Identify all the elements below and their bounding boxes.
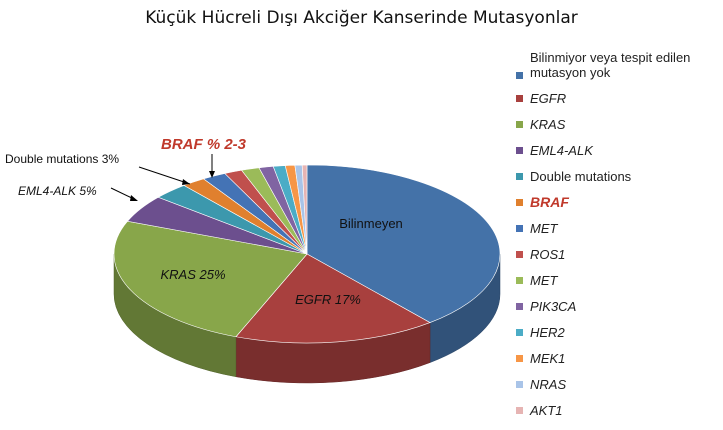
legend-item-pik3ca-9: PIK3CA (516, 299, 721, 314)
legend-label: MET (530, 221, 558, 236)
legend-item-braf-5: BRAF (516, 195, 721, 210)
callout-eml4-alk: EML4-ALK 5% (18, 184, 97, 198)
legend-swatch (516, 95, 523, 102)
legend-label: HER2 (530, 325, 565, 340)
legend-swatch (516, 173, 523, 180)
legend-item-akt1-13: AKT1 (516, 403, 721, 418)
pie-3d-sides (113, 253, 501, 384)
legend-item-egfr-1: EGFR (516, 91, 721, 106)
legend-item-kras-2: KRAS (516, 117, 721, 132)
legend-swatch (516, 381, 523, 388)
pie-slice-akt1-13 (301, 164, 308, 255)
callout-arrow-eml4-alk (130, 195, 138, 201)
pie-callouts: Double mutations 3% BRAF % 2-3 EML4-ALK … (5, 136, 247, 201)
callout-arrow-double-mutations (182, 179, 190, 185)
legend-swatch (516, 407, 523, 414)
legend-swatch (516, 121, 523, 128)
slice-label-kras: KRAS 25% (160, 267, 225, 282)
legend-item-ros1-7: ROS1 (516, 247, 721, 262)
legend-swatch (516, 72, 523, 79)
legend-item-met-8: MET (516, 273, 721, 288)
pie-slice-labels: Bilinmeyen EGFR 17% KRAS 25% (160, 216, 402, 307)
pie-slice-bilinmiyor-veya-tespit-edilen-mutasyon-yok-0 (306, 164, 501, 323)
callout-double-mutations: Double mutations 3% (5, 152, 119, 166)
chart-legend: Bilinmiyor veya tespit edilen mutasyon y… (516, 50, 721, 429)
legend-swatch (516, 329, 523, 336)
legend-item-eml4-alk-3: EML4-ALK (516, 143, 721, 158)
slice-label-egfr: EGFR 17% (295, 292, 361, 307)
legend-swatch (516, 303, 523, 310)
legend-label: Double mutations (530, 169, 632, 184)
pie-slices (113, 164, 501, 344)
legend-label: KRAS (530, 117, 566, 132)
callout-line-double-mutations (138, 166, 191, 185)
legend-label: Bilinmiyor veya tespit edilen mutasyon y… (530, 50, 691, 80)
legend-item-met-6: MET (516, 221, 721, 236)
pie-slice-egfr-1 (235, 253, 431, 344)
legend-label: AKT1 (530, 403, 563, 418)
legend-swatch (516, 147, 523, 154)
legend-item-bilinmiyor-veya-tespit-edilen-mutasyon-yok-0: Bilinmiyor veya tespit edilen mutasyon y… (516, 50, 721, 80)
legend-swatch (516, 225, 523, 232)
legend-label: EML4-ALK (530, 143, 593, 158)
legend-item-her2-10: HER2 (516, 325, 721, 340)
legend-label: PIK3CA (530, 299, 577, 314)
legend-label: BRAF (530, 194, 569, 210)
legend-swatch (516, 277, 523, 284)
legend-swatch (516, 251, 523, 258)
legend-label: EGFR (530, 91, 567, 106)
legend-label: MEK1 (530, 351, 566, 366)
callout-arrow-braf (209, 171, 215, 178)
chart-title: Küçük Hücreli Dışı Akciğer Kanserinde Mu… (145, 8, 578, 28)
legend-label: NRAS (530, 377, 567, 392)
slice-label-unknown: Bilinmeyen (339, 216, 403, 231)
legend-swatch (516, 355, 523, 362)
legend-label: MET (530, 273, 558, 288)
legend-item-nras-12: NRAS (516, 377, 721, 392)
legend-label: ROS1 (530, 247, 566, 262)
callout-braf: BRAF % 2-3 (161, 136, 247, 153)
legend-item-mek1-11: MEK1 (516, 351, 721, 366)
legend-item-double-mutations-4: Double mutations (516, 169, 721, 184)
pie-slice-kras-2 (113, 220, 308, 338)
legend-swatch (516, 199, 523, 206)
